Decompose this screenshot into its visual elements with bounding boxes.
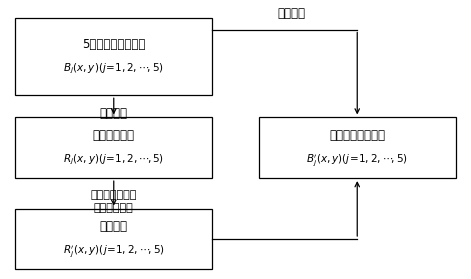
FancyBboxPatch shape [16,117,212,178]
Text: $R_j^{\prime}(x, y)(j\!=\!1,2,\cdots\!,5)$: $R_j^{\prime}(x, y)(j\!=\!1,2,\cdots\!,5… [63,243,165,259]
Text: 图像异或: 图像异或 [278,7,306,20]
Text: 5个端元的二値图像: 5个端元的二値图像 [82,38,146,51]
Text: $R_j(x, y)(j\!=\!1,2,\cdots\!,5)$: $R_j(x, y)(j\!=\!1,2,\cdots\!,5)$ [63,153,164,167]
FancyBboxPatch shape [16,18,212,95]
FancyBboxPatch shape [16,209,212,269]
Text: 孔洞填充二値图像: 孔洞填充二値图像 [329,129,385,142]
Text: $B_j(x, y)(j\!=\!1,2,\cdots\!,5)$: $B_j(x, y)(j\!=\!1,2,\cdots\!,5)$ [63,62,164,76]
Text: 二値图像: 二値图像 [100,220,128,233]
FancyBboxPatch shape [259,117,455,178]
Text: $B_j^{\prime}(x, y)(j\!=\!1,2,\cdots\!,5)$: $B_j^{\prime}(x, y)(j\!=\!1,2,\cdots\!,5… [306,152,408,168]
Text: 反色二値图像: 反色二値图像 [93,129,135,142]
Text: 图像取反: 图像取反 [100,107,128,120]
Text: 图像最大连通域
的像素値取反: 图像最大连通域 的像素値取反 [90,191,137,213]
